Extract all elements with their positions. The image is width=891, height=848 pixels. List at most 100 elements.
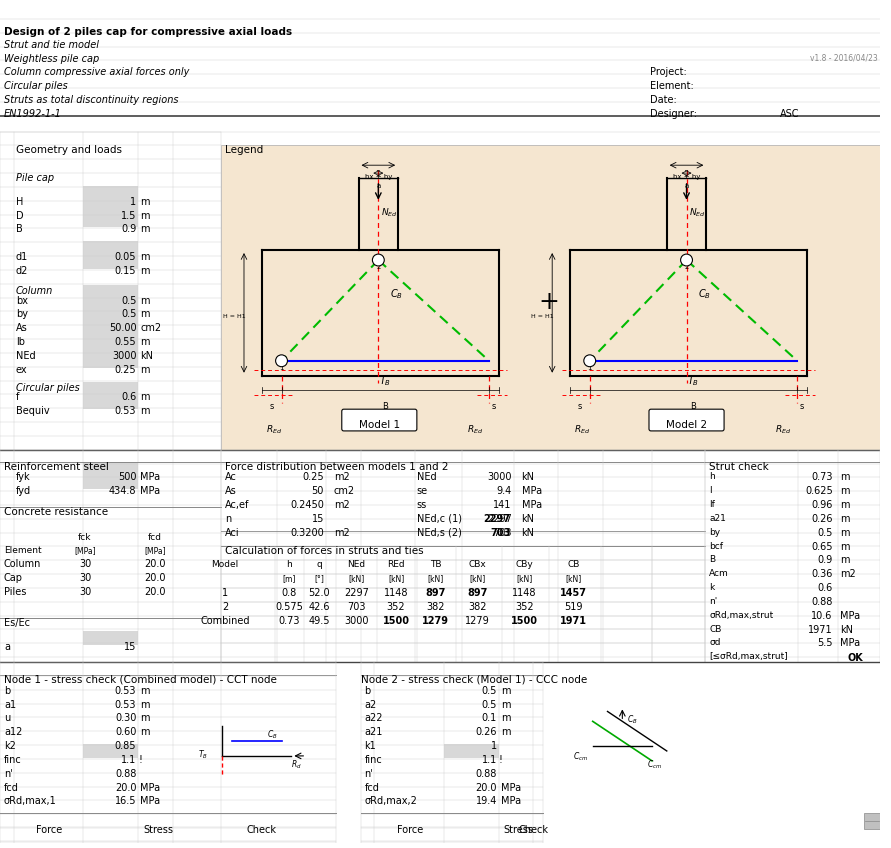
Text: b: b xyxy=(364,686,371,695)
Text: 0.6: 0.6 xyxy=(121,393,136,403)
Text: a21: a21 xyxy=(364,728,383,737)
Text: n: n xyxy=(225,514,232,524)
Text: f: f xyxy=(16,393,20,403)
Text: Node 1 - stress check (Combined model) - CCT node: Node 1 - stress check (Combined model) -… xyxy=(4,675,277,685)
Text: 15: 15 xyxy=(124,642,136,652)
Text: 2297: 2297 xyxy=(344,588,369,598)
Text: Bequiv: Bequiv xyxy=(16,406,49,416)
Text: [MPa]: [MPa] xyxy=(74,546,95,555)
Bar xyxy=(83,461,138,476)
Text: 9.4: 9.4 xyxy=(496,486,511,496)
Text: finc: finc xyxy=(4,755,21,765)
Text: 434.8: 434.8 xyxy=(109,486,136,496)
Text: [kN]: [kN] xyxy=(348,574,364,583)
Text: 0.26: 0.26 xyxy=(811,514,833,524)
Text: a: a xyxy=(376,183,380,189)
Text: $C_B$: $C_B$ xyxy=(627,713,638,726)
Text: $C_B$: $C_B$ xyxy=(390,287,404,302)
Text: 1457: 1457 xyxy=(560,588,587,598)
Text: As: As xyxy=(225,486,237,496)
Text: D: D xyxy=(16,210,23,220)
Text: 141: 141 xyxy=(494,500,511,510)
Text: 0.53: 0.53 xyxy=(115,700,136,710)
Text: m: m xyxy=(839,486,849,496)
Text: ss: ss xyxy=(417,500,427,510)
Text: !: ! xyxy=(138,755,143,765)
Text: NEd,s (2): NEd,s (2) xyxy=(417,527,462,538)
Text: k2: k2 xyxy=(4,741,16,751)
Text: fyd: fyd xyxy=(16,486,31,496)
Text: Combined: Combined xyxy=(200,616,250,626)
Circle shape xyxy=(275,354,288,366)
Text: 0.30: 0.30 xyxy=(115,713,136,723)
Text: Weightless pile cap: Weightless pile cap xyxy=(4,53,99,64)
Text: $R_{Ed}$: $R_{Ed}$ xyxy=(775,423,792,436)
Text: 50.00: 50.00 xyxy=(109,323,136,333)
Text: $C_{cm}$: $C_{cm}$ xyxy=(573,751,588,763)
Text: Aci: Aci xyxy=(225,527,240,538)
Text: !: ! xyxy=(499,755,503,765)
Text: lb: lb xyxy=(16,337,25,347)
Text: σd: σd xyxy=(709,639,721,647)
Text: s: s xyxy=(800,402,805,411)
Text: Force: Force xyxy=(37,825,62,835)
FancyBboxPatch shape xyxy=(342,410,417,431)
Text: 30: 30 xyxy=(78,587,91,597)
Text: 0.575: 0.575 xyxy=(275,602,303,611)
Text: [kN]: [kN] xyxy=(469,574,486,583)
Text: m: m xyxy=(140,210,150,220)
Text: NEd: NEd xyxy=(16,351,36,361)
Text: k: k xyxy=(709,583,715,592)
Text: n': n' xyxy=(709,597,717,605)
Bar xyxy=(83,476,138,489)
Text: a22: a22 xyxy=(364,713,383,723)
Text: 0.88: 0.88 xyxy=(812,597,833,607)
Text: $C_{cm}$: $C_{cm}$ xyxy=(647,759,662,772)
Text: OK: OK xyxy=(847,653,863,663)
Text: 519: 519 xyxy=(565,602,584,611)
Text: As: As xyxy=(16,323,28,333)
Text: Element: Element xyxy=(4,546,42,555)
Text: ex: ex xyxy=(16,365,28,375)
Text: 2: 2 xyxy=(222,602,228,611)
Text: Strut check: Strut check xyxy=(709,461,769,471)
Text: CBy: CBy xyxy=(516,561,534,569)
Text: REd: REd xyxy=(388,561,405,569)
Text: cm2: cm2 xyxy=(334,486,355,496)
Text: MPa: MPa xyxy=(140,472,160,483)
Bar xyxy=(83,285,138,298)
Text: kN: kN xyxy=(521,527,535,538)
Text: 2297: 2297 xyxy=(484,514,511,524)
Text: fcd: fcd xyxy=(4,783,19,793)
Text: s: s xyxy=(492,402,496,411)
Text: MPa: MPa xyxy=(501,783,521,793)
Text: m: m xyxy=(140,728,150,737)
Text: 0.9: 0.9 xyxy=(121,225,136,234)
Text: 20.0: 20.0 xyxy=(144,560,166,569)
Text: 0.88: 0.88 xyxy=(115,769,136,778)
Text: 0.9: 0.9 xyxy=(817,555,833,566)
Text: 1971: 1971 xyxy=(808,624,833,634)
Text: s: s xyxy=(269,402,274,411)
Text: MPa: MPa xyxy=(140,796,160,806)
Text: H = H1: H = H1 xyxy=(223,314,245,319)
Text: 0.73: 0.73 xyxy=(811,472,833,483)
Text: bx + by: bx + by xyxy=(673,174,700,180)
Text: a12: a12 xyxy=(4,728,22,737)
Text: Column: Column xyxy=(16,286,53,296)
Circle shape xyxy=(681,254,692,266)
Text: m: m xyxy=(839,472,849,483)
Text: 0.1: 0.1 xyxy=(482,713,497,723)
Text: 0.6: 0.6 xyxy=(817,583,833,593)
Text: m: m xyxy=(839,542,849,551)
Text: m: m xyxy=(140,686,150,695)
Text: $C_B$: $C_B$ xyxy=(266,728,277,741)
Text: 0.26: 0.26 xyxy=(476,728,497,737)
Text: m: m xyxy=(839,514,849,524)
Text: Column: Column xyxy=(4,560,41,569)
Text: 50: 50 xyxy=(312,486,324,496)
Text: s: s xyxy=(577,402,582,411)
Bar xyxy=(83,632,138,645)
Text: 1: 1 xyxy=(130,197,136,207)
Text: 897: 897 xyxy=(467,588,487,598)
